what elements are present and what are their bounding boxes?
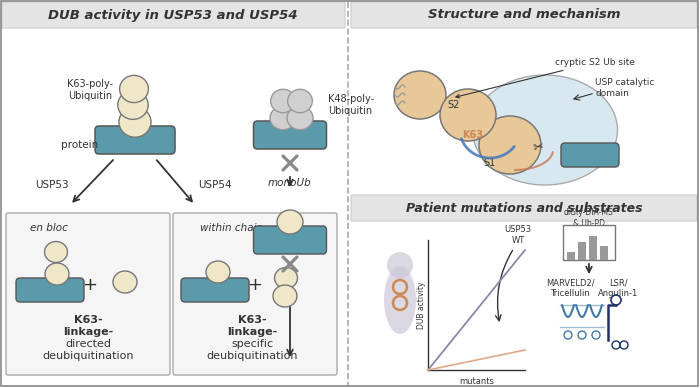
Ellipse shape [45, 263, 69, 285]
Text: K63-poly-
Ubiquitin: K63-poly- Ubiquitin [67, 79, 113, 101]
FancyBboxPatch shape [561, 143, 619, 167]
Text: specific: specific [231, 339, 273, 349]
Text: MARVELD2/
Tricellulin: MARVELD2/ Tricellulin [546, 278, 594, 298]
Text: USP53
WT: USP53 WT [505, 225, 531, 245]
Bar [600, 246, 608, 260]
Ellipse shape [277, 210, 303, 234]
Text: DUB activity: DUB activity [417, 281, 426, 329]
Ellipse shape [394, 71, 446, 119]
Bar [567, 252, 575, 260]
Ellipse shape [271, 89, 295, 113]
Ellipse shape [45, 241, 67, 263]
FancyBboxPatch shape [253, 226, 326, 254]
Text: protein: protein [62, 140, 99, 150]
Text: monoUb: monoUb [268, 178, 312, 188]
Ellipse shape [288, 89, 312, 113]
Text: cryptic S2 Ub site: cryptic S2 Ub site [456, 58, 635, 98]
Text: linkage-: linkage- [63, 327, 113, 337]
Ellipse shape [270, 106, 296, 130]
Ellipse shape [120, 75, 148, 102]
Text: +: + [83, 276, 97, 294]
Ellipse shape [206, 261, 230, 283]
Text: en bloc: en bloc [30, 223, 68, 233]
Text: Patient mutations and substrates: Patient mutations and substrates [406, 201, 643, 215]
FancyBboxPatch shape [95, 126, 175, 154]
Text: K48-poly-
Ubiquitin: K48-poly- Ubiquitin [328, 94, 374, 116]
Ellipse shape [273, 285, 297, 307]
FancyBboxPatch shape [16, 278, 84, 302]
Text: deubiquitination: deubiquitination [206, 351, 298, 361]
Text: mutants: mutants [459, 378, 494, 386]
Text: K63-: K63- [238, 315, 266, 325]
FancyBboxPatch shape [6, 213, 170, 375]
Ellipse shape [440, 89, 496, 141]
Text: directed: directed [65, 339, 111, 349]
Ellipse shape [113, 271, 137, 293]
Ellipse shape [384, 266, 416, 334]
Text: S1: S1 [484, 158, 496, 168]
Text: LSR/
Angulin-1: LSR/ Angulin-1 [598, 278, 638, 298]
Text: S2: S2 [448, 100, 460, 110]
Text: DUB activity in USP53 and USP54: DUB activity in USP53 and USP54 [48, 9, 298, 21]
Ellipse shape [274, 267, 298, 289]
Text: linkage-: linkage- [227, 327, 277, 337]
Ellipse shape [473, 75, 617, 185]
Ellipse shape [287, 106, 313, 130]
Text: deubiquitination: deubiquitination [42, 351, 134, 361]
Bar [578, 242, 586, 260]
Circle shape [387, 252, 413, 278]
Bar [589, 236, 597, 260]
Text: ✂: ✂ [532, 141, 545, 155]
Ellipse shape [118, 91, 148, 120]
Text: +: + [248, 276, 262, 294]
FancyBboxPatch shape [173, 213, 337, 375]
Text: K63-: K63- [74, 315, 102, 325]
FancyBboxPatch shape [181, 278, 249, 302]
Ellipse shape [119, 107, 151, 137]
Text: USP54: USP54 [198, 180, 232, 190]
FancyBboxPatch shape [253, 121, 326, 149]
Text: diGly-DIA-MS
& Ub-PD: diGly-DIA-MS & Ub-PD [564, 208, 614, 228]
FancyBboxPatch shape [563, 225, 615, 260]
FancyBboxPatch shape [351, 195, 697, 221]
Text: USP catalytic
domain: USP catalytic domain [595, 78, 654, 98]
Text: K63: K63 [463, 130, 484, 140]
Ellipse shape [479, 116, 541, 174]
FancyBboxPatch shape [351, 2, 697, 28]
FancyBboxPatch shape [2, 2, 345, 28]
Text: Structure and mechanism: Structure and mechanism [428, 9, 620, 21]
Text: USP53: USP53 [35, 180, 69, 190]
Text: within chain: within chain [200, 223, 263, 233]
